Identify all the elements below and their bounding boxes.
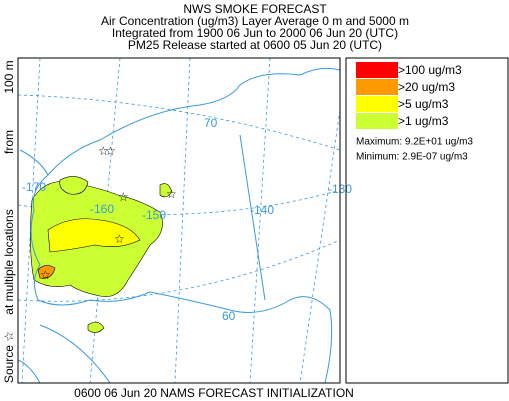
title: NWS SMOKE FORECAST [183,2,327,16]
source-marker: ☆ [40,268,51,282]
grid-label: -170 [22,180,46,194]
legend-minimum: Minimum: 2.9E-07 ug/m3 [356,152,468,163]
smoke-area [59,176,89,195]
side-label-part: at multiple locations [2,209,16,314]
legend-label: >100 ug/m3 [398,63,462,77]
grid-label: -140 [250,203,274,217]
legend-maximum: Maximum: 9.2E+01 ug/m3 [356,137,473,148]
smoke-area [159,183,173,198]
legend-swatch [356,96,398,112]
legend-frame [345,57,509,384]
border [239,134,266,301]
side-label: Source ☆ at multiple locations from 100 … [2,60,16,383]
legend-label: >5 ug/m3 [398,97,449,111]
smoke-area [47,218,141,253]
side-label-part: Source ☆ [2,331,16,383]
subtitle: Integrated from 1900 06 Jun to 2000 06 J… [112,26,398,40]
source-marker: ☆ [105,144,116,158]
legend-swatch [356,113,398,129]
side-label-part: from [2,130,16,154]
source-marker: ☆ [114,232,125,246]
latitude-line [18,239,340,302]
source-marker: ☆ [118,190,129,204]
subtitle: Air Concentration (ug/m3) Layer Average … [101,14,409,28]
grid-label: 70 [204,116,218,130]
map-frame [17,57,341,384]
legend-label: >1 ug/m3 [398,114,449,128]
coastline [19,149,333,383]
legend: >100 ug/m3 >20 ug/m3 >5 ug/m3 >1 ug/m3 [356,62,462,129]
grid-label: -160 [90,202,114,216]
side-label-part: 100 m [2,60,16,93]
longitude-line [299,109,340,383]
source-marker: ☆ [166,187,177,201]
legend-swatch [356,79,398,95]
legend-swatch [356,62,398,78]
subtitle: PM25 Release started at 0600 05 Jun 20 (… [128,38,382,52]
source-marker: ☆ [98,144,109,158]
grid-label: -150 [142,208,166,222]
smoke-area [87,321,105,333]
latitude-line [18,94,340,151]
coastline [39,324,111,383]
smoke-area [37,265,56,279]
legend-label: >20 ug/m3 [398,80,455,94]
grid-label: 60 [222,309,236,323]
coastline [18,359,41,383]
coastline [47,67,340,176]
footer: 0600 06 Jun 20 NAMS FORECAST INITIALIZAT… [74,386,354,400]
longitude-line [174,58,191,383]
longitude-line [249,58,271,383]
